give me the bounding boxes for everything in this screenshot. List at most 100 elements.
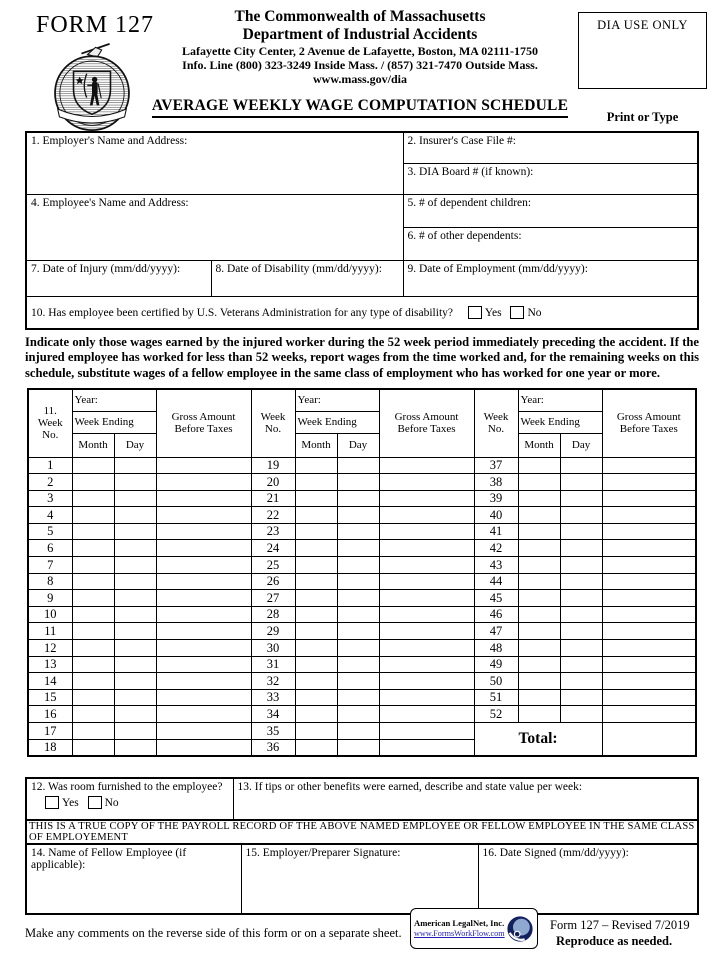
- other-dependents-field[interactable]: 6. # of other dependents:: [402, 226, 699, 261]
- week-48-month-input[interactable]: [517, 639, 561, 657]
- week-24-day-input[interactable]: [336, 539, 380, 558]
- week-3-gross-input[interactable]: [155, 489, 252, 508]
- week-33-gross-input[interactable]: [378, 688, 475, 707]
- week-39-day-input[interactable]: [559, 489, 603, 508]
- week-49-gross-input[interactable]: [601, 655, 697, 674]
- total-amount-input[interactable]: [601, 721, 697, 757]
- week-6-day-input[interactable]: [113, 539, 157, 558]
- week-27-month-input[interactable]: [294, 589, 338, 607]
- week-16-month-input[interactable]: [71, 705, 115, 723]
- week-4-month-input[interactable]: [71, 506, 115, 524]
- week-21-month-input[interactable]: [294, 489, 338, 508]
- week-21-day-input[interactable]: [336, 489, 380, 508]
- week-52-gross-input[interactable]: [601, 705, 697, 723]
- week-49-day-input[interactable]: [559, 655, 603, 674]
- date-of-injury-field[interactable]: 7. Date of Injury (mm/dd/yyyy):: [25, 259, 212, 297]
- veterans-no-checkbox[interactable]: [510, 305, 525, 319]
- week-11-day-input[interactable]: [113, 622, 157, 641]
- week-48-day-input[interactable]: [559, 639, 603, 657]
- week-37-day-input[interactable]: [559, 456, 603, 475]
- week-15-month-input[interactable]: [71, 688, 115, 707]
- date-signed-field[interactable]: 16. Date Signed (mm/dd/yyyy):: [477, 843, 699, 915]
- week-23-gross-input[interactable]: [378, 522, 475, 541]
- week-25-gross-input[interactable]: [378, 556, 475, 574]
- week-14-month-input[interactable]: [71, 672, 115, 690]
- week-8-month-input[interactable]: [71, 572, 115, 591]
- week-29-day-input[interactable]: [336, 622, 380, 641]
- week-52-day-input[interactable]: [559, 705, 603, 723]
- week-20-day-input[interactable]: [336, 473, 380, 491]
- week-33-month-input[interactable]: [294, 688, 338, 707]
- week-9-day-input[interactable]: [113, 589, 157, 607]
- week-36-day-input[interactable]: [336, 738, 380, 757]
- week-46-month-input[interactable]: [517, 605, 561, 624]
- week-2-day-input[interactable]: [113, 473, 157, 491]
- week-52-month-input[interactable]: [517, 705, 561, 723]
- veterans-yes-checkbox[interactable]: [467, 305, 482, 319]
- week-49-month-input[interactable]: [517, 655, 561, 674]
- week-20-gross-input[interactable]: [378, 473, 475, 491]
- week-26-month-input[interactable]: [294, 572, 338, 591]
- week-24-gross-input[interactable]: [378, 539, 475, 558]
- week-10-day-input[interactable]: [113, 605, 157, 624]
- week-20-month-input[interactable]: [294, 473, 338, 491]
- week-12-gross-input[interactable]: [155, 639, 252, 657]
- week-31-gross-input[interactable]: [378, 655, 475, 674]
- week-4-day-input[interactable]: [113, 506, 157, 524]
- week-9-month-input[interactable]: [71, 589, 115, 607]
- week-29-gross-input[interactable]: [378, 622, 475, 641]
- week-7-gross-input[interactable]: [155, 556, 252, 574]
- week-51-gross-input[interactable]: [601, 688, 697, 707]
- week-3-day-input[interactable]: [113, 489, 157, 508]
- week-14-day-input[interactable]: [113, 672, 157, 690]
- week-19-month-input[interactable]: [294, 456, 338, 475]
- week-1-month-input[interactable]: [71, 456, 115, 475]
- week-43-gross-input[interactable]: [601, 556, 697, 574]
- week-30-month-input[interactable]: [294, 639, 338, 657]
- week-21-gross-input[interactable]: [378, 489, 475, 508]
- week-39-gross-input[interactable]: [601, 489, 697, 508]
- week-17-month-input[interactable]: [71, 722, 115, 740]
- week-34-gross-input[interactable]: [378, 705, 475, 723]
- week-51-day-input[interactable]: [559, 688, 603, 707]
- week-14-gross-input[interactable]: [155, 672, 252, 690]
- week-6-gross-input[interactable]: [155, 539, 252, 558]
- week-18-gross-input[interactable]: [155, 738, 252, 757]
- week-50-day-input[interactable]: [559, 672, 603, 690]
- week-10-month-input[interactable]: [71, 605, 115, 624]
- week-36-gross-input[interactable]: [378, 738, 475, 757]
- employee-name-address-field[interactable]: 4. Employee's Name and Address:: [25, 193, 404, 261]
- tips-benefits-field[interactable]: 13. If tips or other benefits were earne…: [232, 777, 699, 821]
- week-2-gross-input[interactable]: [155, 473, 252, 491]
- week-22-day-input[interactable]: [336, 506, 380, 524]
- week-39-month-input[interactable]: [517, 489, 561, 508]
- week-40-gross-input[interactable]: [601, 506, 697, 524]
- week-11-gross-input[interactable]: [155, 622, 252, 641]
- week-26-gross-input[interactable]: [378, 572, 475, 591]
- week-13-day-input[interactable]: [113, 655, 157, 674]
- week-38-gross-input[interactable]: [601, 473, 697, 491]
- fellow-employee-name-field[interactable]: 14. Name of Fellow Employee (if applicab…: [25, 843, 242, 915]
- week-22-month-input[interactable]: [294, 506, 338, 524]
- week-34-day-input[interactable]: [336, 705, 380, 723]
- week-47-gross-input[interactable]: [601, 622, 697, 641]
- week-41-day-input[interactable]: [559, 522, 603, 541]
- week-36-month-input[interactable]: [294, 738, 338, 757]
- week-46-gross-input[interactable]: [601, 605, 697, 624]
- week-42-day-input[interactable]: [559, 539, 603, 558]
- week-16-day-input[interactable]: [113, 705, 157, 723]
- week-41-month-input[interactable]: [517, 522, 561, 541]
- week-33-day-input[interactable]: [336, 688, 380, 707]
- week-8-day-input[interactable]: [113, 572, 157, 591]
- week-44-month-input[interactable]: [517, 572, 561, 591]
- week-37-gross-input[interactable]: [601, 456, 697, 475]
- week-42-month-input[interactable]: [517, 539, 561, 558]
- week-5-month-input[interactable]: [71, 522, 115, 541]
- week-43-month-input[interactable]: [517, 556, 561, 574]
- week-51-month-input[interactable]: [517, 688, 561, 707]
- week-34-month-input[interactable]: [294, 705, 338, 723]
- week-42-gross-input[interactable]: [601, 539, 697, 558]
- date-of-employment-field[interactable]: 9. Date of Employment (mm/dd/yyyy):: [402, 259, 699, 297]
- week-45-gross-input[interactable]: [601, 589, 697, 607]
- week-12-day-input[interactable]: [113, 639, 157, 657]
